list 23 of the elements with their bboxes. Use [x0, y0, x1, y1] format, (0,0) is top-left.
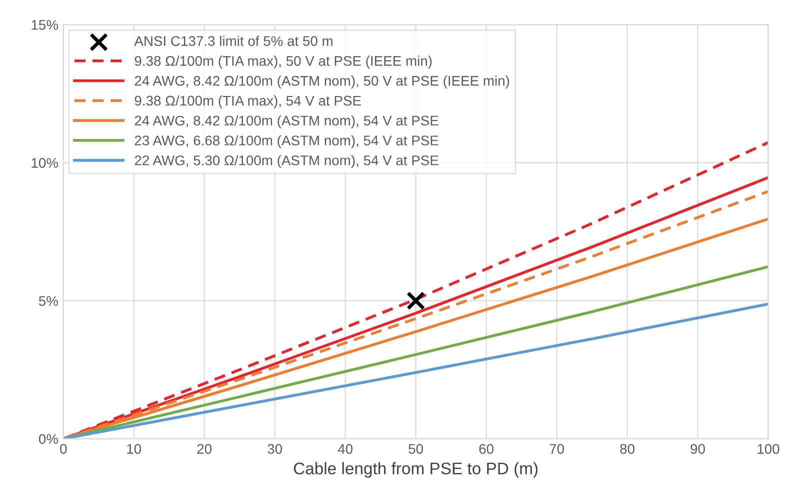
x-axis-title: Cable length from PSE to PD (m): [294, 462, 538, 478]
legend-label: 23 AWG, 6.68 Ω/100m (ASTM nom), 54 V at PSE: [134, 135, 438, 148]
legend-label: 9.38 Ω/100m (TIA max), 50 V at PSE (IEEE min): [134, 56, 432, 69]
legend-label: 24 AWG, 8.42 Ω/100m (ASTM nom), 50 V at PSE (IEEE min): [134, 76, 510, 88]
legend-label: ANSI C137.3 limit of 5% at 50 m: [134, 36, 332, 46]
x-tick-label: 80: [620, 444, 634, 454]
x-tick-label: 10: [127, 444, 142, 454]
y-tick-label: 15%: [32, 20, 58, 30]
x-tick-label: 50: [408, 444, 423, 454]
legend-label: 24 AWG, 8.42 Ω/100m (ASTM nom), 54 V at PSE: [134, 115, 438, 128]
x-tick-label: 40: [338, 444, 352, 454]
y-tick-label: 0%: [38, 434, 58, 444]
x-tick-label: 30: [268, 444, 282, 454]
legend-label: 22 AWG, 5.30 Ω/100m (ASTM nom), 54 V at PSE: [134, 155, 438, 168]
x-tick-label: 60: [479, 444, 494, 454]
y-tick-label: 5%: [38, 296, 58, 306]
x-tick-label: 0: [60, 444, 67, 454]
x-tick-label: 70: [550, 444, 564, 454]
x-tick-label: 100: [758, 444, 780, 454]
y-tick-label: 10%: [32, 158, 58, 168]
legend-label: 9.38 Ω/100m (TIA max), 54 V at PSE: [134, 95, 361, 108]
x-tick-label: 90: [690, 444, 705, 454]
x-tick-label: 20: [197, 444, 212, 454]
